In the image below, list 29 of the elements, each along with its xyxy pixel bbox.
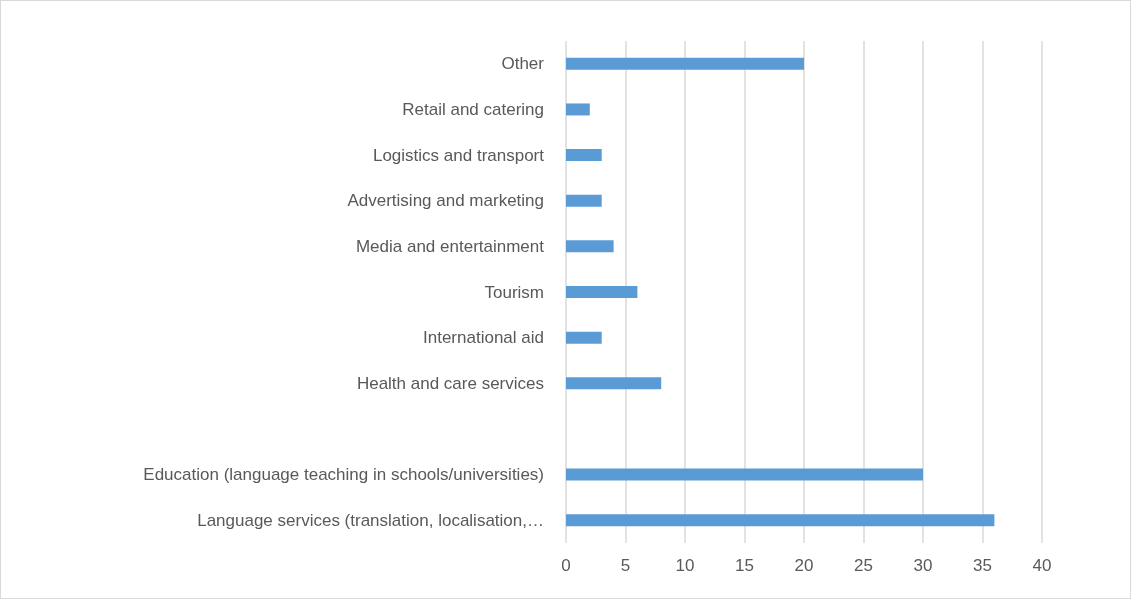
bar [566, 468, 923, 481]
bar [566, 377, 662, 390]
x-tick-label: 10 [675, 556, 695, 575]
x-tick-label: 20 [794, 556, 814, 575]
bar [566, 103, 590, 116]
y-tick-label: Other [501, 54, 545, 74]
y-tick-label: Retail and catering [402, 99, 544, 119]
x-tick-label: 40 [1032, 556, 1052, 575]
x-tick-label: 0 [561, 556, 571, 575]
bar [566, 514, 995, 527]
y-tick-label: International aid [423, 328, 544, 348]
bar [566, 331, 602, 344]
x-tick-label: 5 [620, 556, 631, 575]
x-tick-label: 25 [854, 556, 873, 575]
y-tick-label: Logistics and transport [372, 145, 545, 165]
x-tick-label: 15 [735, 556, 754, 575]
x-tick-label: 30 [913, 556, 933, 575]
bar [566, 286, 638, 298]
y-tick-label: Tourism [484, 282, 544, 302]
bar [566, 240, 614, 253]
y-tick-label: Media and entertainment [355, 236, 545, 256]
y-tick-label: Language services (translation, localisation,… [197, 510, 544, 530]
y-tick-label: Health and care services [356, 373, 544, 393]
y-tick-label: Education (language teaching in schools/universities) [143, 465, 544, 485]
bar [566, 194, 602, 207]
x-tick-label: 35 [973, 556, 992, 575]
bar [566, 57, 804, 70]
y-tick-label: Advertising and marketing [347, 191, 544, 211]
bar [566, 149, 602, 162]
